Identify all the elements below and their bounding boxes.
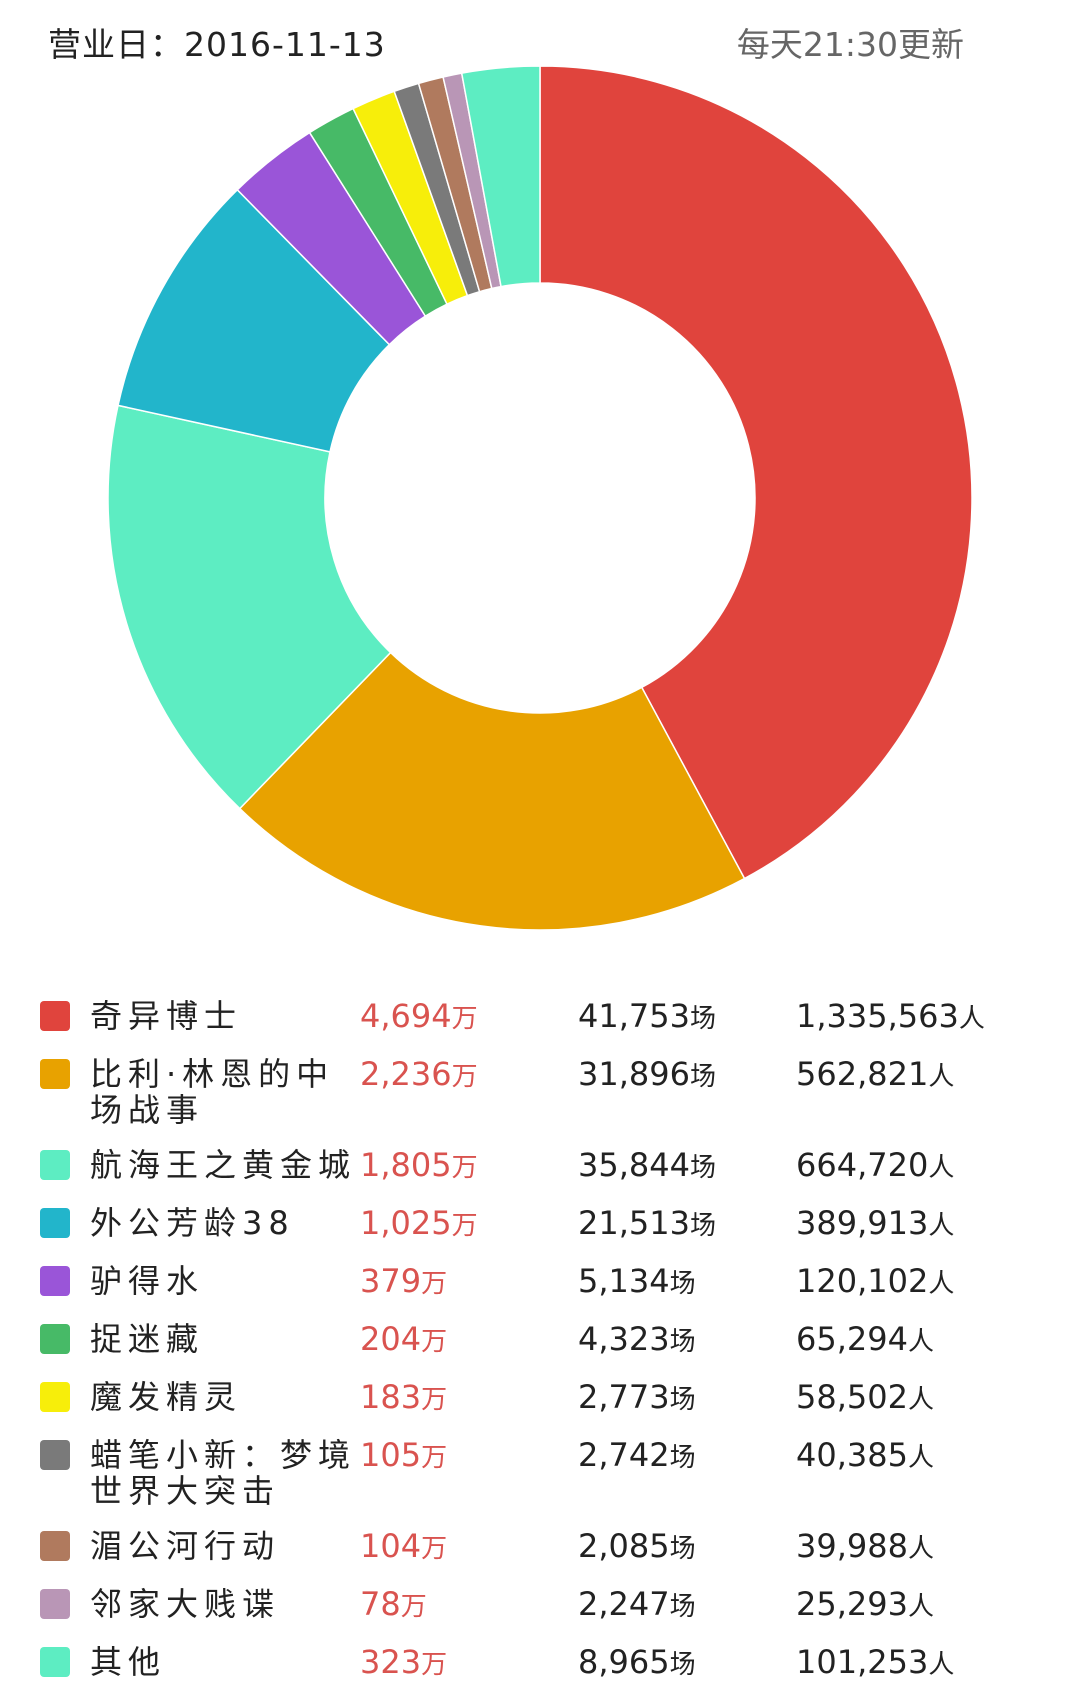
shows-value: 2,773场 (578, 1378, 696, 1416)
legend-row: 驴得水 379万 5,134场 120,102人 (40, 1263, 1050, 1302)
legend-swatch (40, 1324, 70, 1354)
gross-value: 1,025万 (360, 1204, 478, 1242)
legend-row: 邻家大贱谍 78万 2,247场 25,293人 (40, 1586, 1050, 1625)
gross-value: 104万 (360, 1527, 448, 1565)
legend-swatch (40, 1001, 70, 1031)
people-value: 58,502人 (796, 1378, 934, 1416)
donut-slice-2 (107, 404, 392, 810)
movie-name: 其他 (90, 1643, 167, 1681)
legend-swatch (40, 1059, 70, 1089)
shows-value: 31,896场 (578, 1055, 716, 1093)
people-value: 120,102人 (796, 1262, 955, 1300)
legend-row: 魔发精灵 183万 2,773场 58,502人 (40, 1379, 1050, 1418)
movie-name: 外公芳龄38 (90, 1204, 295, 1242)
donut-chart (107, 65, 973, 931)
movie-name: 航海王之黄金城 (90, 1146, 357, 1184)
people-value: 664,720人 (796, 1146, 955, 1184)
people-value: 562,821人 (796, 1055, 955, 1093)
shows-value: 8,965场 (578, 1643, 696, 1681)
legend-row: 其他 323万 8,965场 101,253人 (40, 1644, 1050, 1683)
shows-value: 2,742场 (578, 1436, 696, 1474)
gross-value: 78万 (360, 1585, 427, 1623)
legend-row: 外公芳龄38 1,025万 21,513场 389,913人 (40, 1205, 1050, 1244)
gross-value: 323万 (360, 1643, 448, 1681)
legend-row: 捉迷藏 204万 4,323场 65,294人 (40, 1321, 1050, 1360)
gross-value: 379万 (360, 1262, 448, 1300)
legend-swatch (40, 1208, 70, 1238)
legend-swatch (40, 1531, 70, 1561)
people-value: 1,335,563人 (796, 997, 985, 1035)
movie-name: 捉迷藏 (90, 1320, 205, 1358)
legend-swatch (40, 1647, 70, 1677)
legend-swatch (40, 1382, 70, 1412)
legend-table: 奇异博士 4,694万 41,753场 1,335,563人比利·林恩的中场战事 2,2… (40, 998, 1050, 1702)
gross-value: 1,805万 (360, 1146, 478, 1184)
shows-value: 2,247场 (578, 1585, 696, 1623)
movie-name: 奇异博士 (90, 997, 243, 1035)
shows-value: 21,513场 (578, 1204, 716, 1242)
legend-swatch (40, 1589, 70, 1619)
movie-name: 邻家大贱谍 (90, 1585, 281, 1623)
gross-value: 4,694万 (360, 997, 478, 1035)
movie-name: 魔发精灵 (90, 1378, 243, 1416)
people-value: 389,913人 (796, 1204, 955, 1242)
legend-row: 蜡笔小新：梦境世界大突击 105万 2,742场 40,385人 (40, 1437, 1050, 1509)
people-value: 65,294人 (796, 1320, 934, 1358)
legend-swatch (40, 1266, 70, 1296)
movie-name: 湄公河行动 (90, 1527, 281, 1565)
donut-slice-1 (238, 651, 746, 931)
legend-row: 航海王之黄金城 1,805万 35,844场 664,720人 (40, 1147, 1050, 1186)
business-date: 营业日：2016-11-13 (48, 25, 386, 64)
gross-value: 204万 (360, 1320, 448, 1358)
shows-value: 5,134场 (578, 1262, 696, 1300)
people-value: 25,293人 (796, 1585, 934, 1623)
legend-row: 奇异博士 4,694万 41,753场 1,335,563人 (40, 998, 1050, 1037)
gross-value: 105万 (360, 1436, 448, 1474)
gross-value: 2,236万 (360, 1055, 478, 1093)
movie-name: 蜡笔小新：梦境世界大突击 (90, 1436, 357, 1510)
legend-swatch (40, 1440, 70, 1470)
donut-slice-0 (539, 65, 973, 880)
shows-value: 2,085场 (578, 1527, 696, 1565)
people-value: 101,253人 (796, 1643, 955, 1681)
shows-value: 4,323场 (578, 1320, 696, 1358)
donut-slice-10 (460, 65, 541, 288)
legend-swatch (40, 1150, 70, 1180)
update-note: 每天21:30更新 (736, 25, 964, 64)
shows-value: 41,753场 (578, 997, 716, 1035)
legend-row: 比利·林恩的中场战事 2,236万 31,896场 562,821人 (40, 1056, 1050, 1128)
gross-value: 183万 (360, 1378, 448, 1416)
people-value: 40,385人 (796, 1436, 934, 1474)
legend-row: 湄公河行动 104万 2,085场 39,988人 (40, 1528, 1050, 1567)
movie-name: 比利·林恩的中场战事 (90, 1055, 335, 1129)
people-value: 39,988人 (796, 1527, 934, 1565)
movie-name: 驴得水 (90, 1262, 205, 1300)
shows-value: 35,844场 (578, 1146, 716, 1184)
